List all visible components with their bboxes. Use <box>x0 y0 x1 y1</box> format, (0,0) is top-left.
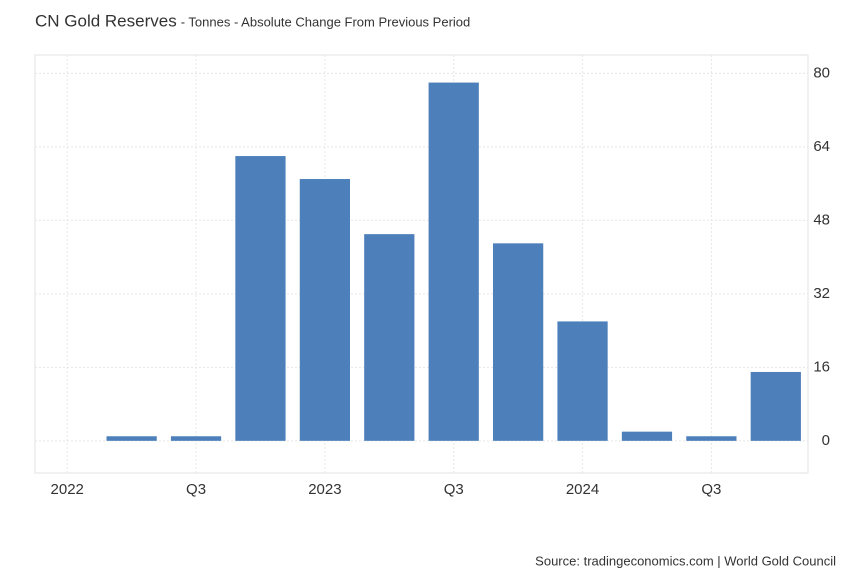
x-tick-label: Q3 <box>701 481 721 498</box>
x-tick-label: Q3 <box>444 481 464 498</box>
x-tick-label: 2023 <box>308 481 341 498</box>
chart-subtitle: - Tonnes - Absolute Change From Previous… <box>181 14 471 29</box>
y-tick-label: 80 <box>813 64 830 81</box>
bar <box>493 243 544 441</box>
y-tick-label: 64 <box>813 138 830 155</box>
bar <box>686 436 737 441</box>
bar <box>364 234 415 441</box>
bar <box>235 156 286 441</box>
bar <box>557 321 608 441</box>
plot-frame <box>34 54 809 474</box>
x-tick-label: 2022 <box>51 481 84 498</box>
y-tick-label: 32 <box>813 285 830 302</box>
bar <box>621 431 673 441</box>
bar <box>299 179 350 441</box>
chart-title: CN Gold Reserves <box>35 11 177 30</box>
bar <box>170 436 222 441</box>
bar <box>106 436 157 441</box>
x-tick-label: 2024 <box>566 481 599 498</box>
bar <box>428 82 479 441</box>
y-tick-label: 48 <box>813 211 830 228</box>
bar <box>750 371 801 441</box>
x-tick-label: Q3 <box>186 481 206 498</box>
y-tick-label: 0 <box>822 432 830 449</box>
y-tick-label: 16 <box>813 358 830 375</box>
source: Source: tradingeconomics.com | World Gol… <box>535 553 836 568</box>
